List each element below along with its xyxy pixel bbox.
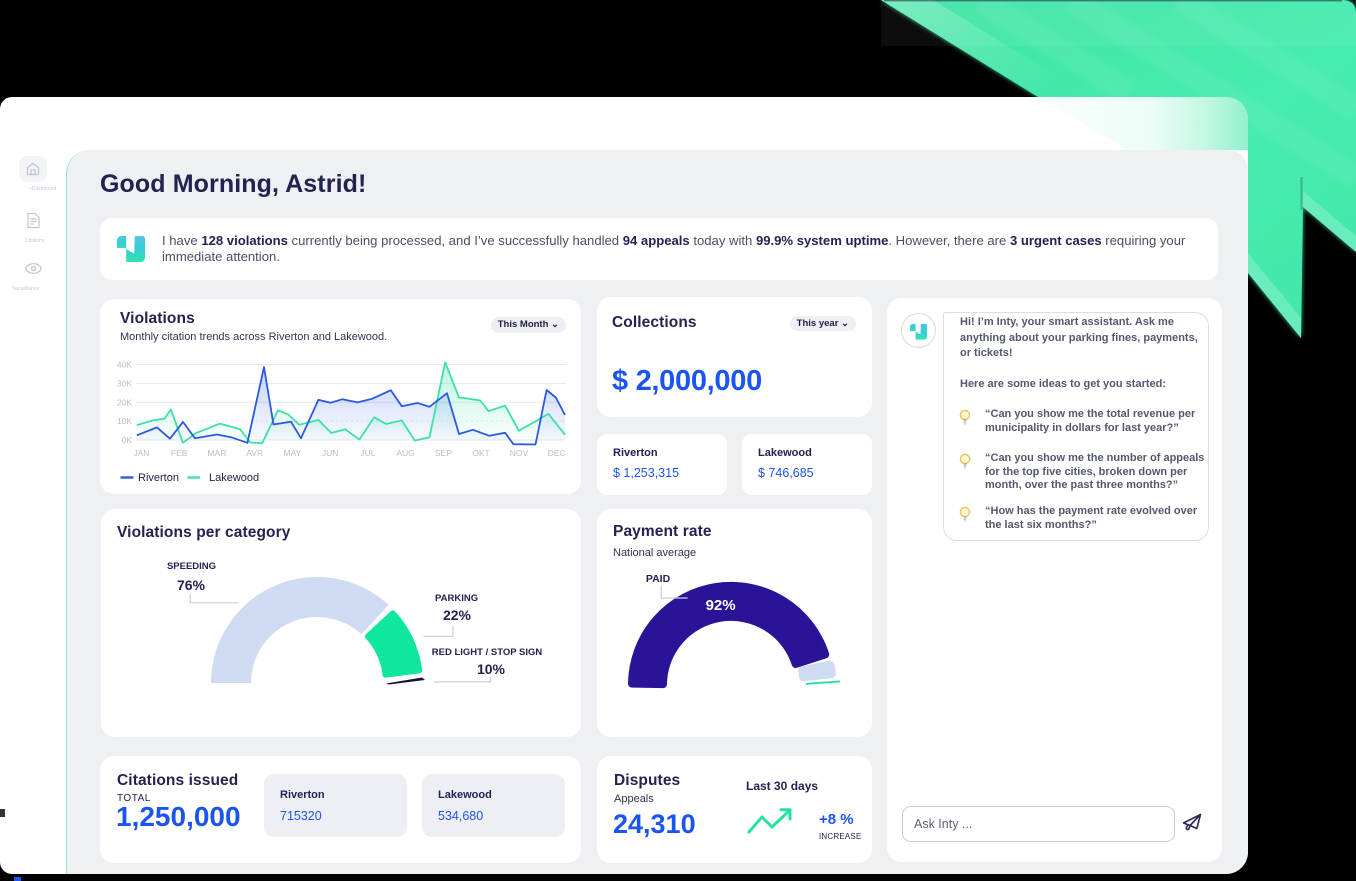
svg-text:0K: 0K (122, 435, 133, 445)
svg-text:76%: 76% (177, 577, 206, 593)
svg-text:FEB: FEB (171, 448, 188, 458)
svg-text:Lakewood: Lakewood (209, 472, 259, 484)
svg-text:AUG: AUG (396, 448, 414, 458)
svg-text:SEP: SEP (435, 448, 452, 458)
svg-text:OKT: OKT (472, 448, 489, 458)
svg-text:20K: 20K (117, 397, 132, 407)
svg-text:22%: 22% (443, 607, 472, 623)
svg-text:RED LIGHT / STOP SIGN: RED LIGHT / STOP SIGN (432, 647, 543, 658)
svg-text:92%: 92% (706, 597, 736, 614)
svg-text:PARKING: PARKING (435, 593, 478, 604)
svg-text:JUL: JUL (360, 448, 375, 458)
svg-text:10K: 10K (117, 416, 132, 426)
svg-text:NOV: NOV (510, 448, 529, 458)
svg-text:30K: 30K (117, 378, 132, 388)
svg-text:AVR: AVR (246, 448, 263, 458)
svg-text:40K: 40K (117, 360, 132, 370)
svg-text:MAR: MAR (207, 448, 226, 458)
svg-text:PAID: PAID (646, 573, 671, 585)
svg-text:Riverton: Riverton (138, 472, 179, 484)
svg-text:10%: 10% (477, 661, 506, 677)
svg-text:SPEEDING: SPEEDING (167, 561, 216, 572)
svg-text:JAN: JAN (133, 448, 149, 458)
svg-text:MAY: MAY (284, 448, 302, 458)
svg-text:JUN: JUN (322, 448, 339, 458)
svg-text:DEC: DEC (548, 448, 566, 458)
